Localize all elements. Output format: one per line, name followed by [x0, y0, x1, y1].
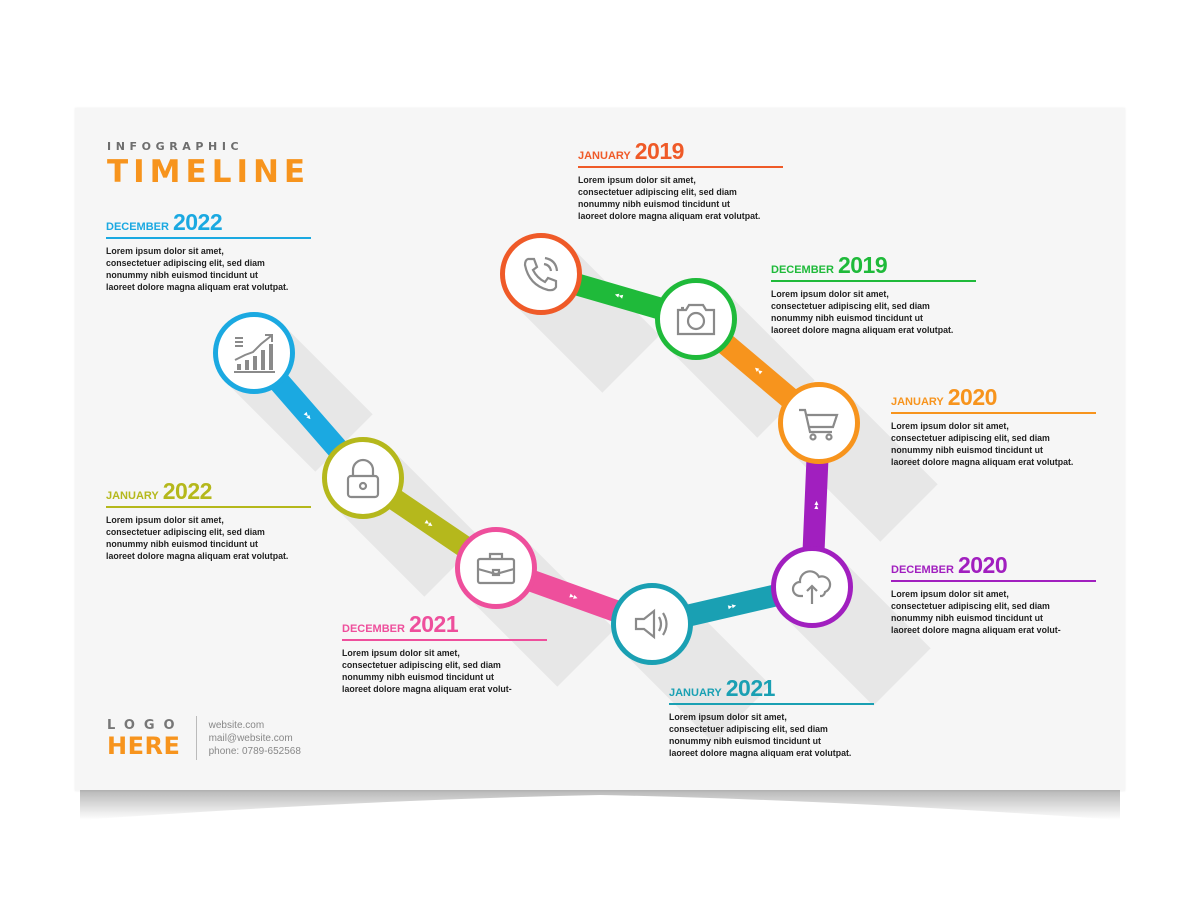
main-title: TIMELINE	[107, 154, 311, 190]
shopping-cart-icon	[799, 408, 839, 441]
camera-icon	[676, 303, 716, 336]
event-header: JANUARY 2022	[106, 479, 311, 508]
event-year: 2022	[162, 478, 213, 504]
event-month: DECEMBER	[771, 264, 834, 276]
event-text: Lorem ipsum dolor sit amet, consectetuer…	[106, 246, 289, 292]
event-month: JANUARY	[106, 490, 159, 502]
speaker-icon	[634, 608, 668, 640]
briefcase-icon	[476, 552, 516, 585]
node-december-2021	[455, 527, 537, 609]
event-month: JANUARY	[891, 396, 944, 408]
event-january-2019: JANUARY 2019 Lorem ipsum dolor sit amet, …	[578, 139, 783, 222]
event-header: JANUARY 2020	[891, 385, 1096, 414]
direction-arrow-icon: ▸▸	[614, 291, 624, 302]
phone-icon	[523, 256, 559, 292]
event-text: Lorem ipsum dolor sit amet, consectetuer…	[342, 648, 512, 694]
node-january-2019	[500, 233, 582, 315]
cloud-upload-icon	[791, 570, 832, 604]
brand-title: INFOGRAPHIC TIMELINE	[107, 140, 310, 189]
node-january-2020	[778, 382, 860, 464]
event-header: JANUARY 2021	[669, 676, 874, 705]
direction-arrow-icon: ▸▸	[569, 591, 580, 602]
email-text: mail@website.com	[208, 732, 293, 744]
event-header: DECEMBER 2021	[342, 612, 547, 641]
node-december-2022	[213, 312, 295, 394]
subtitle-text: INFOGRAPHIC	[107, 140, 244, 153]
contact-info: website.com mail@website.com phone: 0789…	[209, 719, 301, 758]
node-december-2020	[771, 546, 853, 628]
event-header: DECEMBER 2020	[891, 553, 1096, 582]
direction-arrow-icon: ▸▸	[727, 601, 737, 612]
direction-arrow-icon: ▸▸	[302, 410, 314, 422]
event-header: DECEMBER 2022	[106, 210, 311, 239]
event-year: 2020	[947, 384, 998, 410]
event-text: Lorem ipsum dolor sit amet, consectetuer…	[106, 515, 289, 561]
footer: LOGO HERE website.com mail@website.com p…	[107, 716, 301, 760]
event-header: DECEMBER 2019	[771, 253, 976, 282]
direction-arrow-icon: ▸▸	[811, 501, 820, 509]
card-shadow	[80, 790, 1120, 820]
event-header: JANUARY 2019	[578, 139, 783, 168]
event-year: 2019	[837, 252, 888, 278]
direction-arrow-icon: ▸▸	[423, 517, 435, 529]
event-year: 2019	[634, 138, 685, 164]
event-december-2022: DECEMBER 2022 Lorem ipsum dolor sit amet,…	[106, 210, 311, 293]
event-january-2021: JANUARY 2021 Lorem ipsum dolor sit amet, …	[669, 676, 874, 759]
event-text: Lorem ipsum dolor sit amet, consectetuer…	[669, 712, 852, 758]
logo-bottom-text: HERE	[107, 731, 181, 760]
logo-top-text: LOGO	[107, 717, 184, 733]
event-december-2020: DECEMBER 2020 Lorem ipsum dolor sit amet,…	[891, 553, 1096, 636]
event-december-2021: DECEMBER 2021 Lorem ipsum dolor sit amet,…	[342, 612, 547, 695]
node-january-2021	[611, 583, 693, 665]
logo: LOGO HERE	[107, 718, 184, 759]
event-year: 2022	[172, 209, 223, 235]
infographic-card	[75, 108, 1125, 791]
node-december-2019	[655, 278, 737, 360]
node-january-2022	[322, 437, 404, 519]
event-month: JANUARY	[669, 687, 722, 699]
event-month: JANUARY	[578, 150, 631, 162]
event-text: Lorem ipsum dolor sit amet, consectetuer…	[578, 175, 761, 221]
footer-divider	[195, 716, 197, 760]
event-month: DECEMBER	[342, 623, 405, 635]
event-text: Lorem ipsum dolor sit amet, consectetuer…	[891, 589, 1061, 635]
event-year: 2020	[957, 552, 1008, 578]
event-december-2019: DECEMBER 2019 Lorem ipsum dolor sit amet,…	[771, 253, 976, 336]
event-year: 2021	[408, 611, 459, 637]
event-text: Lorem ipsum dolor sit amet, consectetuer…	[771, 289, 954, 335]
event-month: DECEMBER	[106, 221, 169, 233]
direction-arrow-icon: ▸▸	[752, 365, 764, 377]
growth-chart-icon	[234, 334, 275, 373]
event-month: DECEMBER	[891, 564, 954, 576]
phone-text: phone: 0789-652568	[208, 745, 301, 757]
event-year: 2021	[725, 675, 776, 701]
event-text: Lorem ipsum dolor sit amet, consectetuer…	[891, 421, 1074, 467]
website-text: website.com	[208, 719, 265, 731]
event-january-2020: JANUARY 2020 Lorem ipsum dolor sit amet, …	[891, 385, 1096, 468]
event-january-2022: JANUARY 2022 Lorem ipsum dolor sit amet, …	[106, 479, 311, 562]
padlock-icon	[346, 458, 380, 499]
